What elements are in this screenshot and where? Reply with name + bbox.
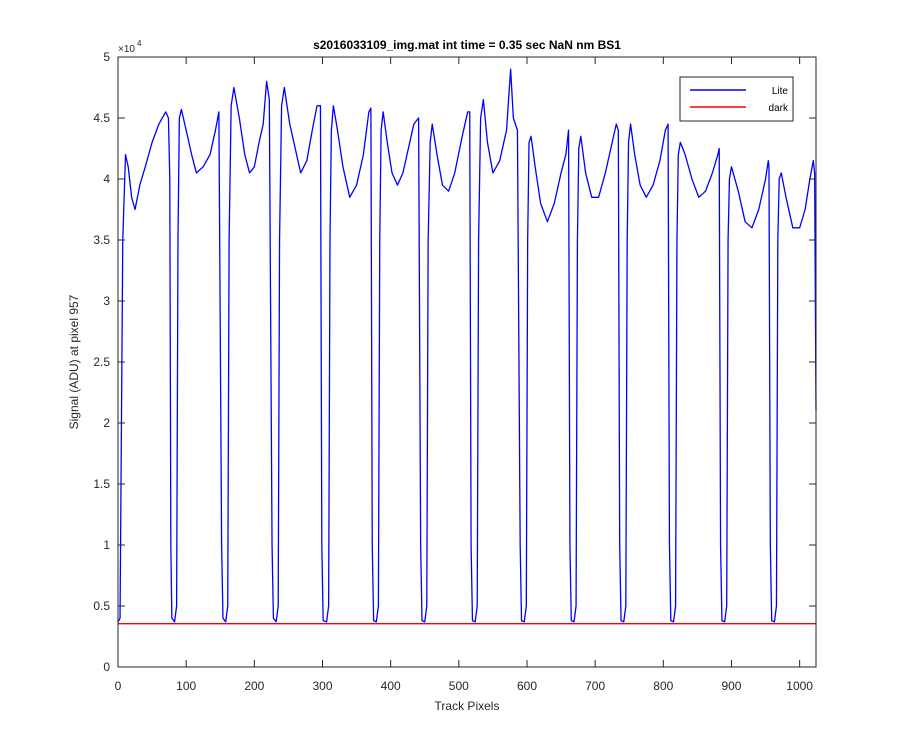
y-scale-label: ×10 [118,44,135,55]
x-axis-label: Track Pixels [435,699,500,713]
legend: Lite dark [679,76,794,122]
y-tick-label: 5 [103,50,110,64]
y-tick-label: 4.5 [93,111,110,125]
plot-lines [117,68,817,625]
x-tick-label: 600 [517,679,537,693]
y-scale-exponent: 4 [137,39,142,48]
x-tick-label: 700 [585,679,605,693]
x-tick-label: 500 [449,679,469,693]
ticks: 0 100 200 300 400 500 600 700 800 900 1000 0 0.5 1 1.5… [93,50,816,693]
x-tick-label: 1000 [786,679,813,693]
chart-title: s2016033109_img.mat int time = 0.35 sec … [313,38,621,52]
legend-label: Lite [772,86,789,97]
x-tick-label: 400 [381,679,401,693]
data-line [117,68,817,623]
x-tick-label: 800 [653,679,673,693]
legend-label: dark [769,103,789,114]
x-tick-label: 300 [312,679,332,693]
y-tick-label: 3 [103,294,110,308]
axes-box [117,56,817,668]
legend-box [679,76,794,122]
y-axis-label: Signal (ADU) at pixel 957 [67,294,81,429]
x-tick-label: 200 [244,679,264,693]
x-tick-label: 100 [176,679,196,693]
y-tick-label: 4 [103,172,110,186]
y-tick-label: 2 [103,416,110,430]
x-tick-label: 900 [721,679,741,693]
y-tick-label: 3.5 [93,233,110,247]
y-tick-label: 1.5 [93,477,110,491]
plot-area [118,57,816,667]
y-tick-label: 0.5 [93,599,110,613]
x-tick-label: 0 [115,679,122,693]
y-tick-label: 2.5 [93,355,110,369]
y-tick-label: 0 [103,660,110,674]
y-tick-label: 1 [103,538,110,552]
